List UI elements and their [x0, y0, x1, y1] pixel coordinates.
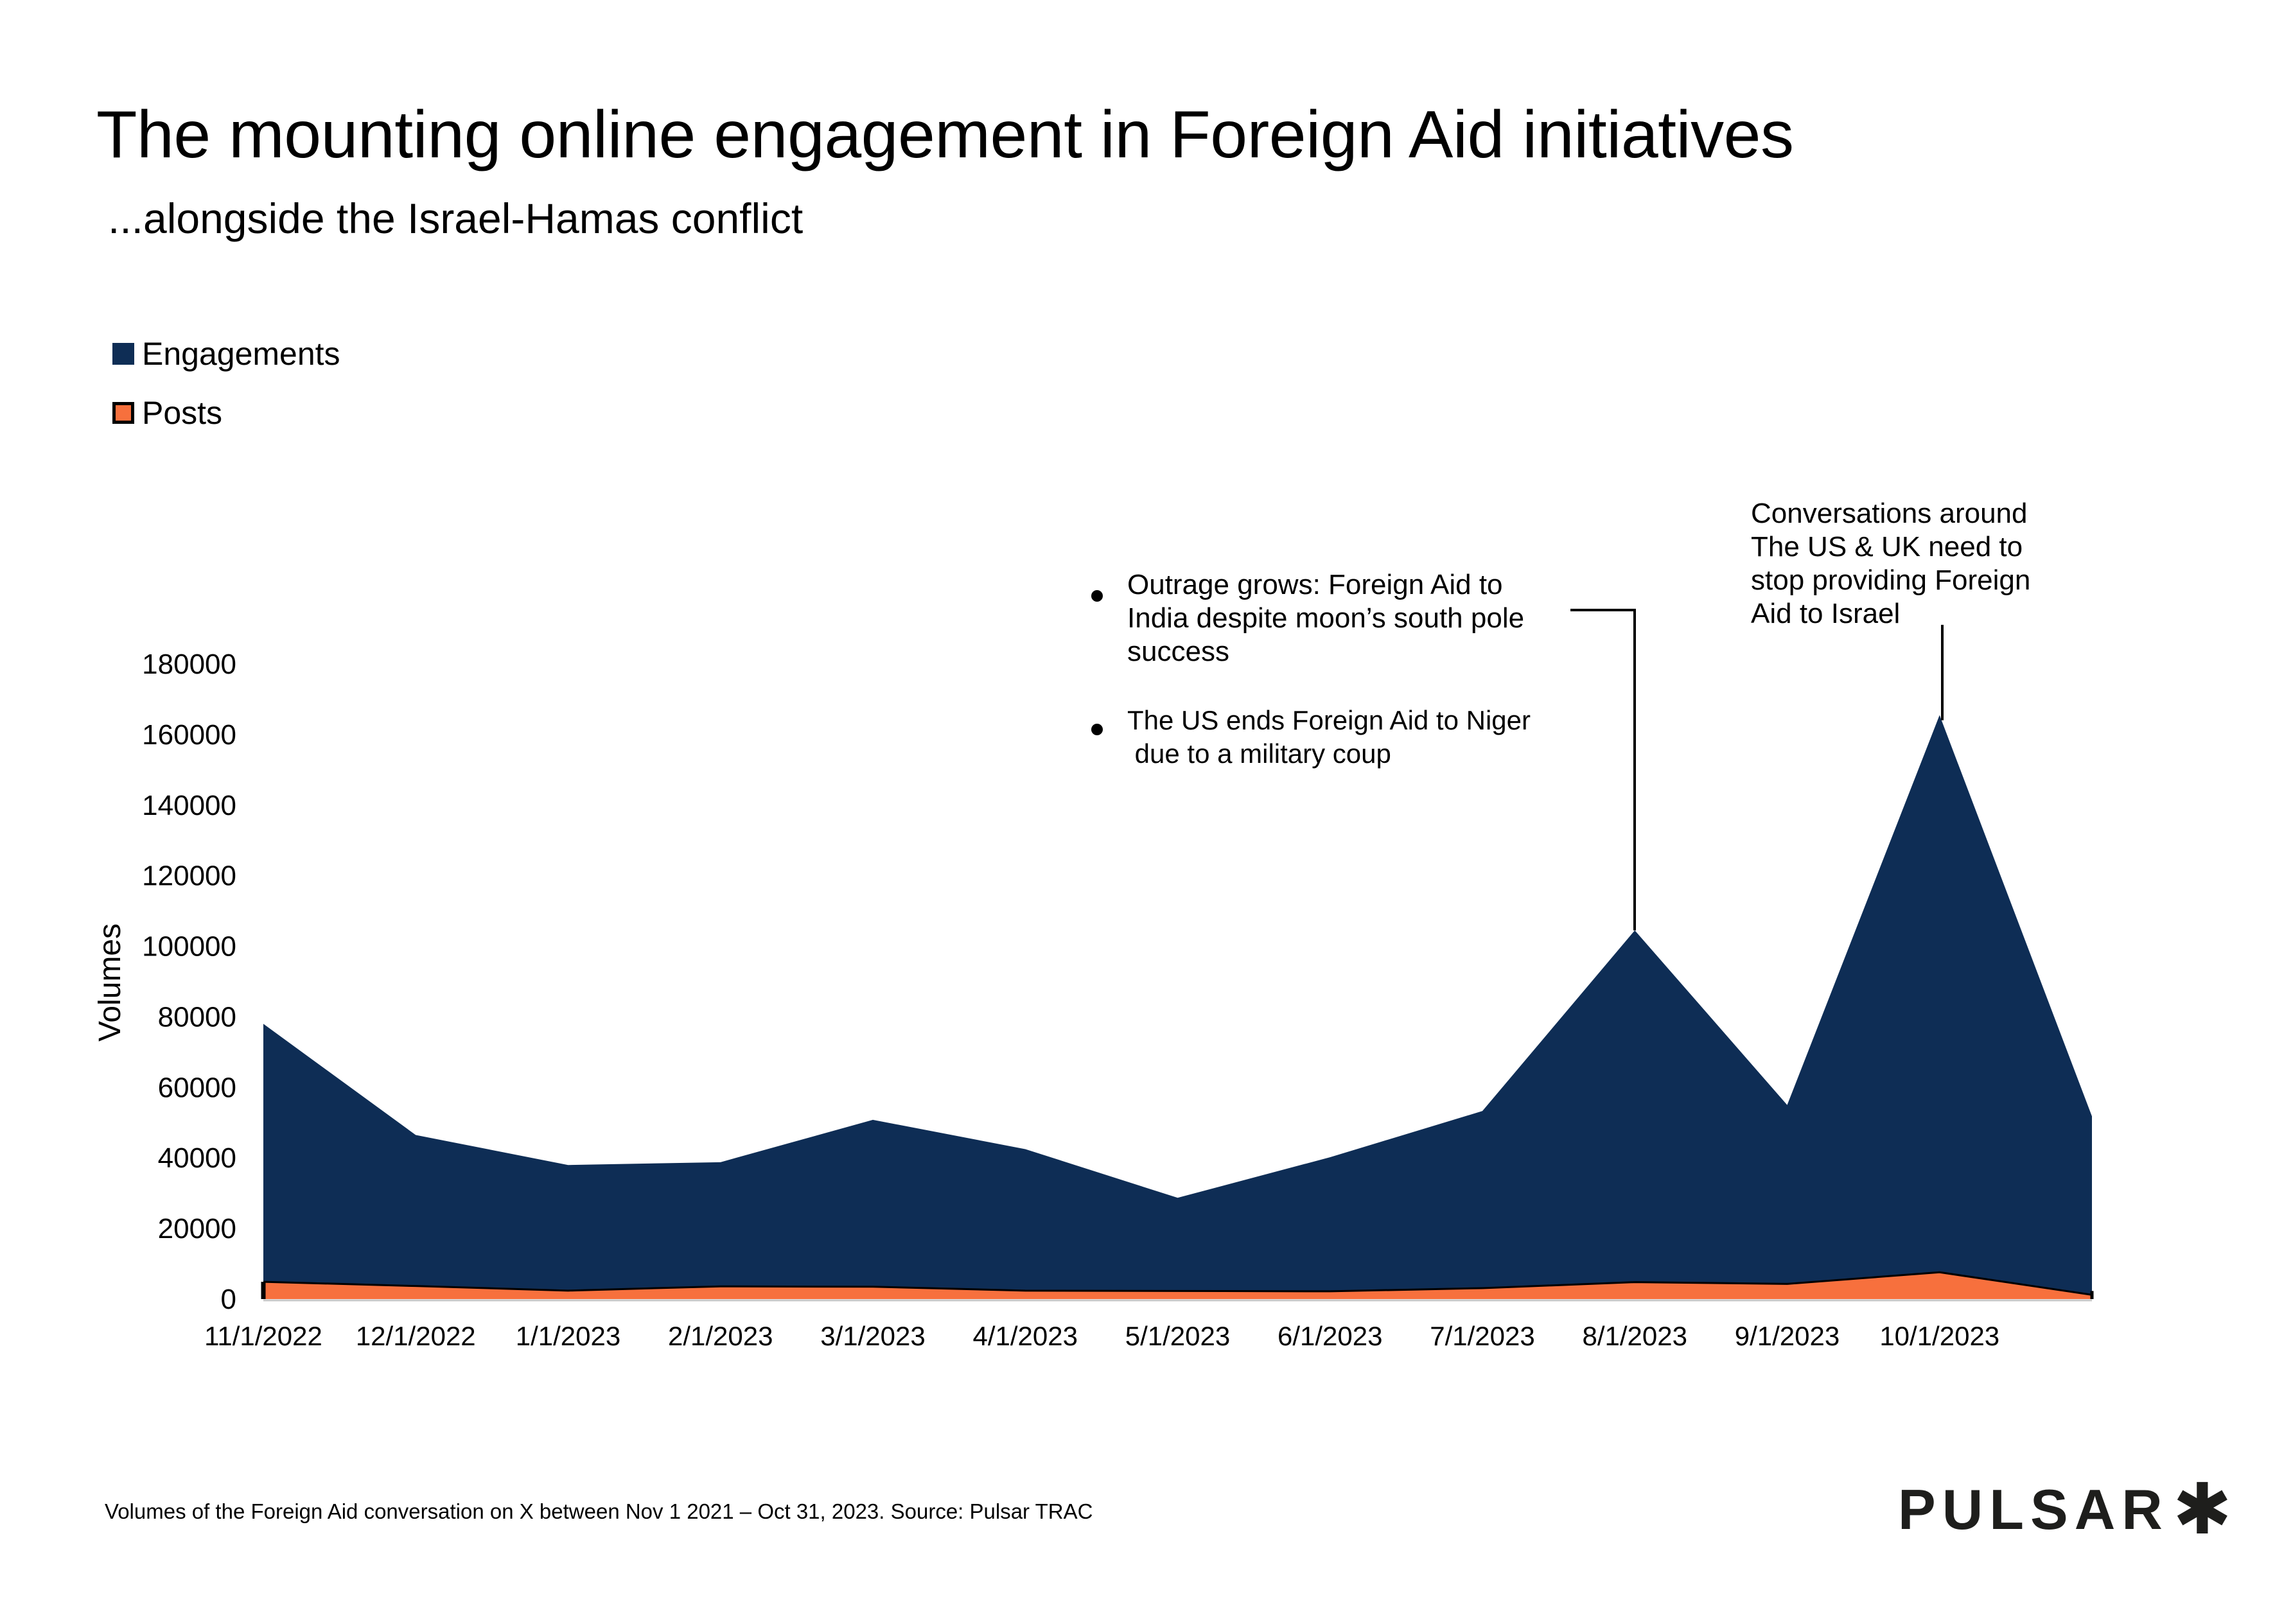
y-tick-label: 0 [221, 1284, 236, 1315]
x-tick-label: 3/1/2023 [820, 1321, 926, 1351]
legend-label-posts: Posts [142, 395, 223, 431]
x-tick-label: 11/1/2022 [204, 1321, 322, 1351]
y-tick-label: 40000 [158, 1142, 236, 1174]
legend-label-engagements: Engagements [142, 336, 340, 372]
logo-wordmark: PULSAR [1898, 1478, 2169, 1541]
legend-item-engagements: Engagements [112, 335, 340, 372]
annotation-bullet-2 [1091, 724, 1103, 735]
y-tick-label: 140000 [142, 790, 236, 821]
x-tick-label: 2/1/2023 [668, 1321, 773, 1351]
chart-subtitle: ...alongside the Israel-Hamas conflict [108, 195, 804, 242]
x-tick-label: 8/1/2023 [1583, 1321, 1688, 1351]
y-tick-label: 180000 [142, 649, 236, 680]
y-tick-label: 120000 [142, 860, 236, 892]
y-tick-label: 100000 [142, 931, 236, 963]
legend-item-posts: Posts [112, 394, 222, 432]
pulsar-logo: PULSAR ✱ [1898, 1470, 2238, 1549]
y-tick-label: 20000 [158, 1213, 236, 1244]
annotation-leader-august [1570, 609, 1636, 930]
y-tick-label: 160000 [142, 719, 236, 751]
chart-title: The mounting online engagement in Foreig… [96, 98, 1794, 172]
y-tick-label: 80000 [158, 1001, 236, 1033]
x-tick-label: 1/1/2023 [516, 1321, 621, 1351]
x-tick-label: 6/1/2023 [1278, 1321, 1383, 1351]
y-axis-label: Volumes [93, 923, 127, 1042]
area-engagements [263, 715, 2092, 1299]
x-tick-label: 9/1/2023 [1735, 1321, 1840, 1351]
asterisk-icon: ✱ [2172, 1470, 2238, 1549]
annotation-october: Conversations around The US & UK need to… [1751, 498, 2031, 629]
annotation-august-item-1: Outrage grows: Foreign Aid to India desp… [1127, 569, 1525, 667]
annotation-bullet-1 [1091, 590, 1103, 602]
legend-swatch-engagements [112, 343, 134, 365]
x-tick-label: 12/1/2022 [356, 1321, 476, 1351]
y-tick-label: 60000 [158, 1072, 236, 1103]
annotation-august-item-2: The US ends Foreign Aid to Niger due to … [1127, 705, 1531, 769]
area-posts [263, 1272, 2092, 1299]
legend-swatch-posts [112, 402, 134, 424]
x-tick-label: 4/1/2023 [973, 1321, 1078, 1351]
footer-source-note: Volumes of the Foreign Aid conversation … [105, 1499, 1093, 1523]
x-tick-label: 10/1/2023 [1879, 1321, 1999, 1351]
x-tick-label: 7/1/2023 [1430, 1321, 1535, 1351]
x-tick-label: 5/1/2023 [1125, 1321, 1231, 1351]
